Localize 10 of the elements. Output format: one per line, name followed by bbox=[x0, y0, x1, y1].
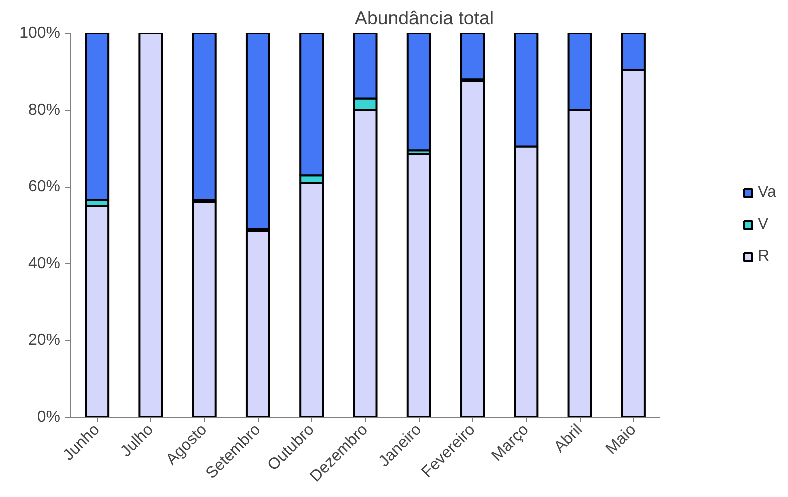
y-tick-label: 60% bbox=[28, 178, 61, 196]
y-tick-label: 40% bbox=[28, 255, 61, 272]
legend-label: Va bbox=[758, 184, 778, 202]
y-tick-label: 0% bbox=[37, 409, 60, 426]
y-tick-label: 80% bbox=[28, 102, 61, 119]
y-tick-label: 20% bbox=[28, 332, 61, 350]
chart-title: Abundância total bbox=[355, 8, 494, 28]
legend-label: V bbox=[758, 216, 770, 234]
y-tick-label: 100% bbox=[20, 25, 60, 42]
legend-label: R bbox=[758, 248, 771, 266]
